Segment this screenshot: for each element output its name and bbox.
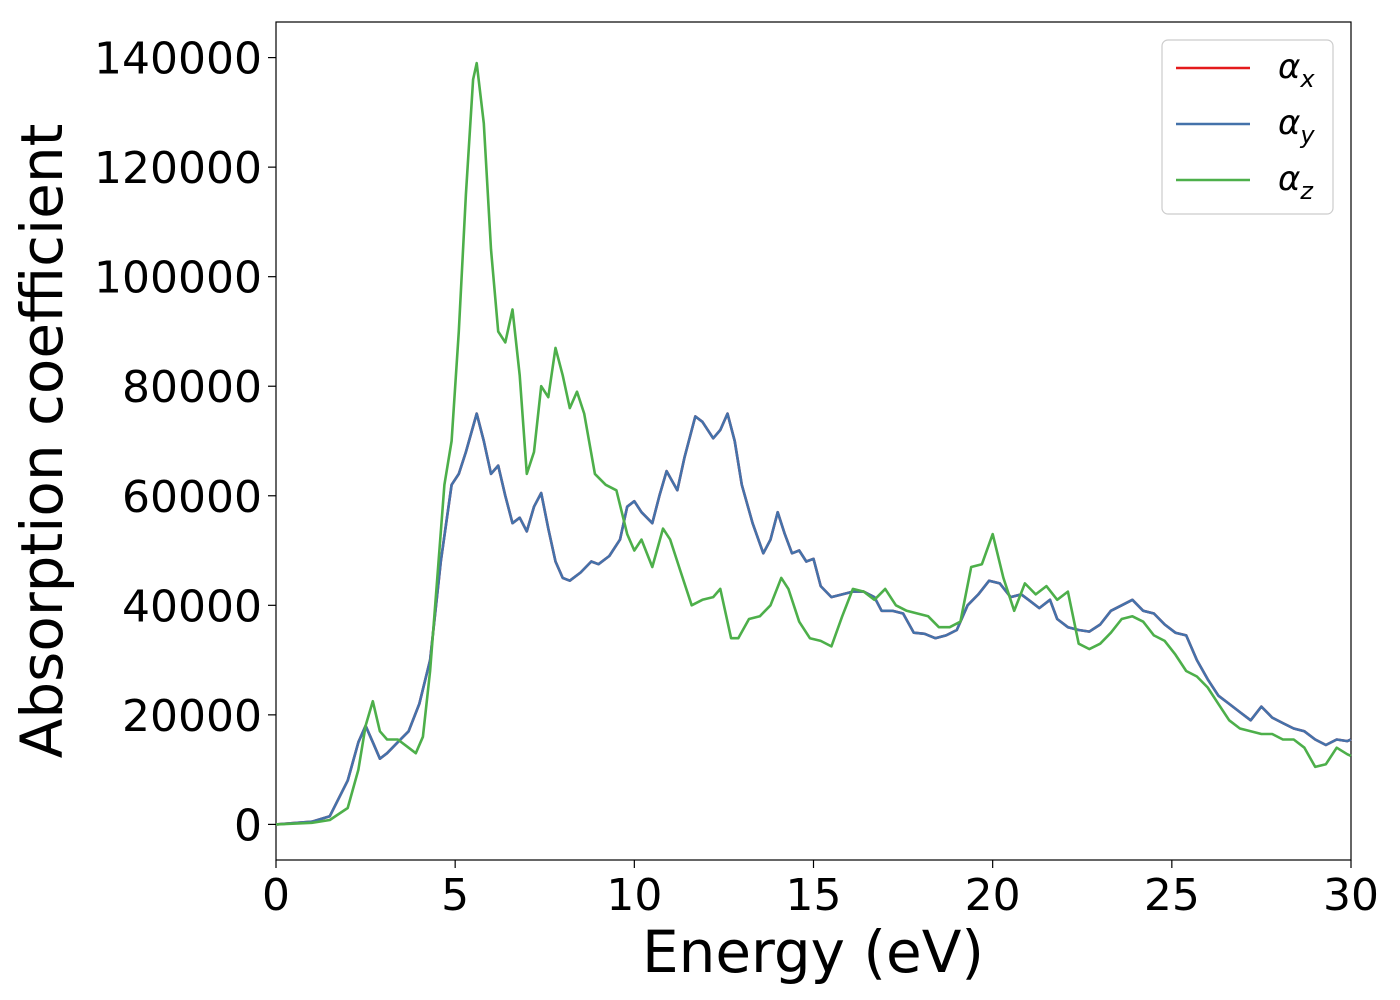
y-tick-label: 20000	[122, 691, 262, 742]
series-layer	[275, 61, 1352, 826]
y-tick-label: 40000	[122, 581, 262, 632]
y-tick-label: 120000	[94, 143, 262, 194]
x-tick-label: 15	[786, 870, 842, 921]
y-tick-label: 140000	[94, 34, 262, 85]
x-tick-label: 25	[1144, 870, 1200, 921]
x-tick-label: 10	[606, 870, 662, 921]
y-axis-label: Absorption coefficient	[8, 124, 76, 759]
legend-box	[1161, 39, 1334, 215]
series-line-z	[275, 61, 1352, 826]
legend-label-y: αy	[1278, 103, 1315, 149]
x-tick-label: 20	[965, 870, 1021, 921]
legend: αx αy αz	[1161, 39, 1334, 215]
x-axis-label: Energy (eV)	[642, 918, 984, 986]
x-axis: 0 5 10 15 20 25 30	[262, 860, 1379, 921]
y-tick-label: 80000	[122, 362, 262, 413]
legend-label-x: αx	[1278, 47, 1315, 93]
series-line-y	[275, 412, 1352, 826]
x-tick-label: 0	[262, 870, 290, 921]
y-tick-label: 0	[234, 800, 262, 851]
series-line-x	[275, 412, 1352, 826]
y-tick-label: 100000	[94, 253, 262, 304]
y-tick-label: 60000	[122, 472, 262, 523]
y-axis: 0 20000 40000 60000 80000 100000 120000 140000	[94, 34, 276, 851]
x-tick-label: 30	[1323, 870, 1379, 921]
legend-label-z: αz	[1278, 159, 1314, 205]
x-tick-label: 5	[441, 870, 469, 921]
